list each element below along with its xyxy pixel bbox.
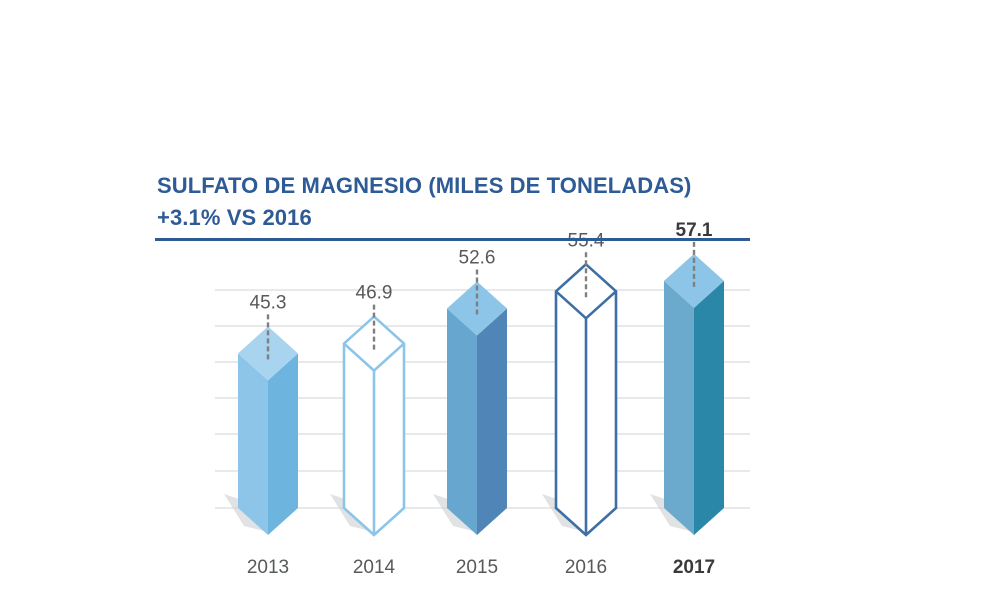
bar-side-face (477, 308, 507, 535)
bars (238, 253, 724, 537)
category-labels: 2013 2014 2015 2016 2017 (247, 557, 715, 578)
chart-subtitle: +3.1% VS 2016 (157, 205, 312, 230)
bar-top-face (447, 281, 507, 336)
bar-side-face (268, 353, 298, 535)
chart-title: SULFATO DE MAGNESIO (MILES DE TONELADAS) (157, 173, 692, 198)
bar-front-face (238, 353, 268, 535)
value-label: 46.9 (356, 283, 393, 304)
title-divider (155, 238, 750, 241)
bar-2016 (554, 262, 618, 537)
value-label: 57.1 (676, 220, 713, 241)
bar-front-face (447, 308, 477, 535)
bar-side-face (694, 280, 724, 535)
category-label: 2017 (673, 557, 715, 578)
category-label: 2013 (247, 557, 289, 578)
value-label: 45.3 (250, 292, 287, 313)
category-label: 2016 (565, 557, 607, 578)
bar-2014 (342, 314, 406, 537)
category-label: 2014 (353, 557, 396, 578)
bar-top-face (238, 326, 298, 381)
category-label: 2015 (456, 557, 498, 578)
bar-top-face (664, 253, 724, 308)
bar-front-face (664, 280, 694, 535)
bar-2013 (238, 326, 298, 535)
chart-header: SULFATO DE MAGNESIO (MILES DE TONELADAS)… (157, 170, 751, 234)
bar-2017 (664, 253, 724, 535)
value-label: 52.6 (459, 248, 496, 269)
value-labels: 45.346.952.655.457.1 (250, 220, 713, 314)
bar-2015 (447, 281, 507, 535)
